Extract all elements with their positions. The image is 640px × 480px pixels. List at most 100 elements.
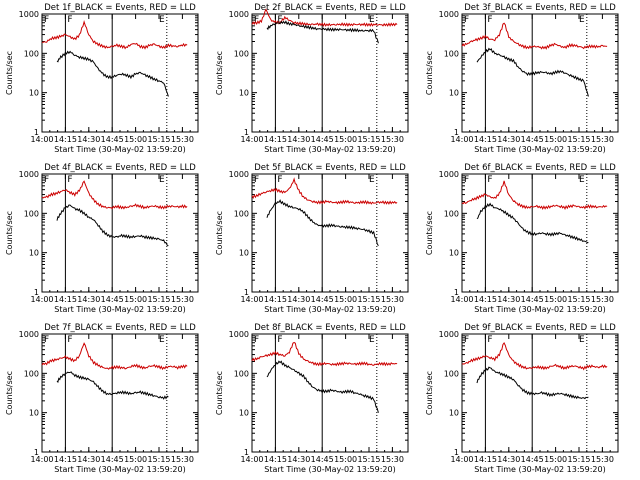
marker-label: F	[67, 175, 72, 185]
x-axis-label: Start Time (30-May-02 13:59:20)	[54, 465, 185, 474]
x-tick-label: 15:30	[381, 455, 404, 464]
x-tick-label: 15:30	[591, 135, 614, 144]
x-tick-label: 15:30	[591, 295, 614, 304]
series-events-line	[56, 204, 169, 247]
x-tick-label: 15:15	[567, 135, 590, 144]
marker-label: F	[487, 175, 492, 185]
x-tick-label: 14:00	[450, 455, 473, 464]
marker-label: F	[254, 175, 259, 185]
marker-label: F	[464, 175, 469, 185]
marker-label: F	[277, 335, 282, 345]
y-tick-label: 1	[244, 128, 249, 137]
x-tick-label: 15:15	[567, 295, 590, 304]
x-tick-label: 15:00	[544, 295, 567, 304]
x-tick-label: 14:15	[54, 295, 77, 304]
x-axis-label: Start Time (30-May-02 13:59:20)	[474, 465, 605, 474]
x-tick-label: 15:00	[334, 295, 357, 304]
y-tick-label: 1000	[19, 170, 39, 179]
panel-det-6: Det 6f_BLACK = Events, RED = LLD Counts/s…	[425, 163, 619, 314]
y-axis-label: Counts/sec	[425, 51, 434, 95]
y-tick-label: 100	[24, 209, 39, 218]
x-tick-label: 14:45	[101, 295, 124, 304]
y-tick-label: 100	[24, 369, 39, 378]
x-tick-label: 15:00	[334, 455, 357, 464]
x-tick-label: 14:00	[30, 135, 53, 144]
marker-label: E	[369, 175, 375, 185]
x-tick-label: 14:00	[450, 295, 473, 304]
x-tick-label: 15:30	[381, 135, 404, 144]
marker-label: F	[67, 15, 72, 25]
series-lld-line	[41, 180, 188, 210]
marker-label: F	[464, 335, 469, 345]
panel-det-7: Det 7f_BLACK = Events, RED = LLD Counts/s…	[5, 323, 199, 474]
panel-det-8: Det 8f_BLACK = Events, RED = LLD Counts/s…	[215, 323, 409, 474]
x-tick-label: 15:30	[171, 135, 194, 144]
panel-det-2: Det 2f_BLACK = Events, RED = LLD Counts/s…	[215, 3, 409, 154]
marker-label: E	[369, 15, 375, 25]
x-tick-label: 14:00	[240, 455, 263, 464]
y-axis-label: Counts/sec	[5, 211, 14, 255]
x-tick-label: 14:30	[497, 455, 520, 464]
x-tick-label: 14:45	[311, 295, 334, 304]
chart-title: Det 9f_BLACK = Events, RED = LLD	[464, 323, 616, 333]
y-tick-label: 10	[29, 249, 39, 258]
x-tick-label: 15:30	[171, 455, 194, 464]
x-tick-label: 14:30	[77, 455, 100, 464]
y-tick-label: 1000	[439, 330, 459, 339]
y-tick-label: 1	[34, 288, 39, 297]
x-tick-label: 15:15	[147, 135, 170, 144]
y-tick-label: 100	[234, 49, 249, 58]
x-tick-label: 15:30	[591, 455, 614, 464]
series-lld-line	[251, 177, 398, 205]
y-tick-label: 10	[449, 249, 459, 258]
x-tick-label: 14:30	[77, 135, 100, 144]
x-tick-label: 15:00	[544, 135, 567, 144]
chart-title: Det 8f_BLACK = Events, RED = LLD	[254, 323, 406, 333]
chart-title: Det 6f_BLACK = Events, RED = LLD	[464, 163, 616, 173]
y-axis-label: Counts/sec	[425, 371, 434, 415]
x-tick-label: 14:30	[287, 455, 310, 464]
y-tick-label: 1000	[19, 330, 39, 339]
y-tick-label: 1	[244, 288, 249, 297]
series-events-line	[266, 20, 379, 44]
x-tick-label: 15:15	[147, 295, 170, 304]
x-axis-label: Start Time (30-May-02 13:59:20)	[264, 145, 395, 154]
x-axis-label: Start Time (30-May-02 13:59:20)	[474, 305, 605, 314]
y-tick-label: 100	[444, 369, 459, 378]
x-tick-label: 14:30	[77, 295, 100, 304]
marker-label: F	[487, 335, 492, 345]
marker-label: E	[159, 175, 165, 185]
marker-label: F	[464, 15, 469, 25]
x-tick-label: 15:30	[381, 295, 404, 304]
panel-det-9: Det 9f_BLACK = Events, RED = LLD Counts/s…	[425, 323, 619, 474]
x-tick-label: 15:15	[357, 295, 380, 304]
x-tick-label: 14:45	[311, 455, 334, 464]
y-axis-label: Counts/sec	[215, 371, 224, 415]
x-tick-label: 14:15	[474, 455, 497, 464]
y-tick-label: 10	[239, 89, 249, 98]
y-tick-label: 100	[444, 209, 459, 218]
y-tick-label: 1000	[229, 10, 249, 19]
series-events-line	[56, 50, 169, 97]
panel-det-3: Det 3f_BLACK = Events, RED = LLD Counts/s…	[425, 3, 619, 154]
y-tick-label: 100	[234, 369, 249, 378]
x-tick-label: 15:00	[124, 135, 147, 144]
marker-label: F	[487, 15, 492, 25]
y-tick-label: 10	[29, 89, 39, 98]
x-tick-label: 15:15	[357, 455, 380, 464]
chart-title: Det 5f_BLACK = Events, RED = LLD	[254, 163, 406, 173]
marker-label: F	[277, 15, 282, 25]
series-lld-line	[461, 342, 608, 371]
x-axis-label: Start Time (30-May-02 13:59:20)	[54, 145, 185, 154]
y-axis-label: Counts/sec	[5, 51, 14, 95]
marker-label: F	[277, 175, 282, 185]
x-tick-label: 14:30	[497, 295, 520, 304]
y-tick-label: 1	[454, 128, 459, 137]
y-tick-label: 1	[244, 448, 249, 457]
y-tick-label: 1	[454, 448, 459, 457]
x-tick-label: 14:00	[450, 135, 473, 144]
x-tick-label: 14:30	[287, 135, 310, 144]
x-axis-label: Start Time (30-May-02 13:59:20)	[264, 465, 395, 474]
x-tick-label: 14:00	[240, 135, 263, 144]
chart-title: Det 4f_BLACK = Events, RED = LLD	[44, 163, 196, 173]
